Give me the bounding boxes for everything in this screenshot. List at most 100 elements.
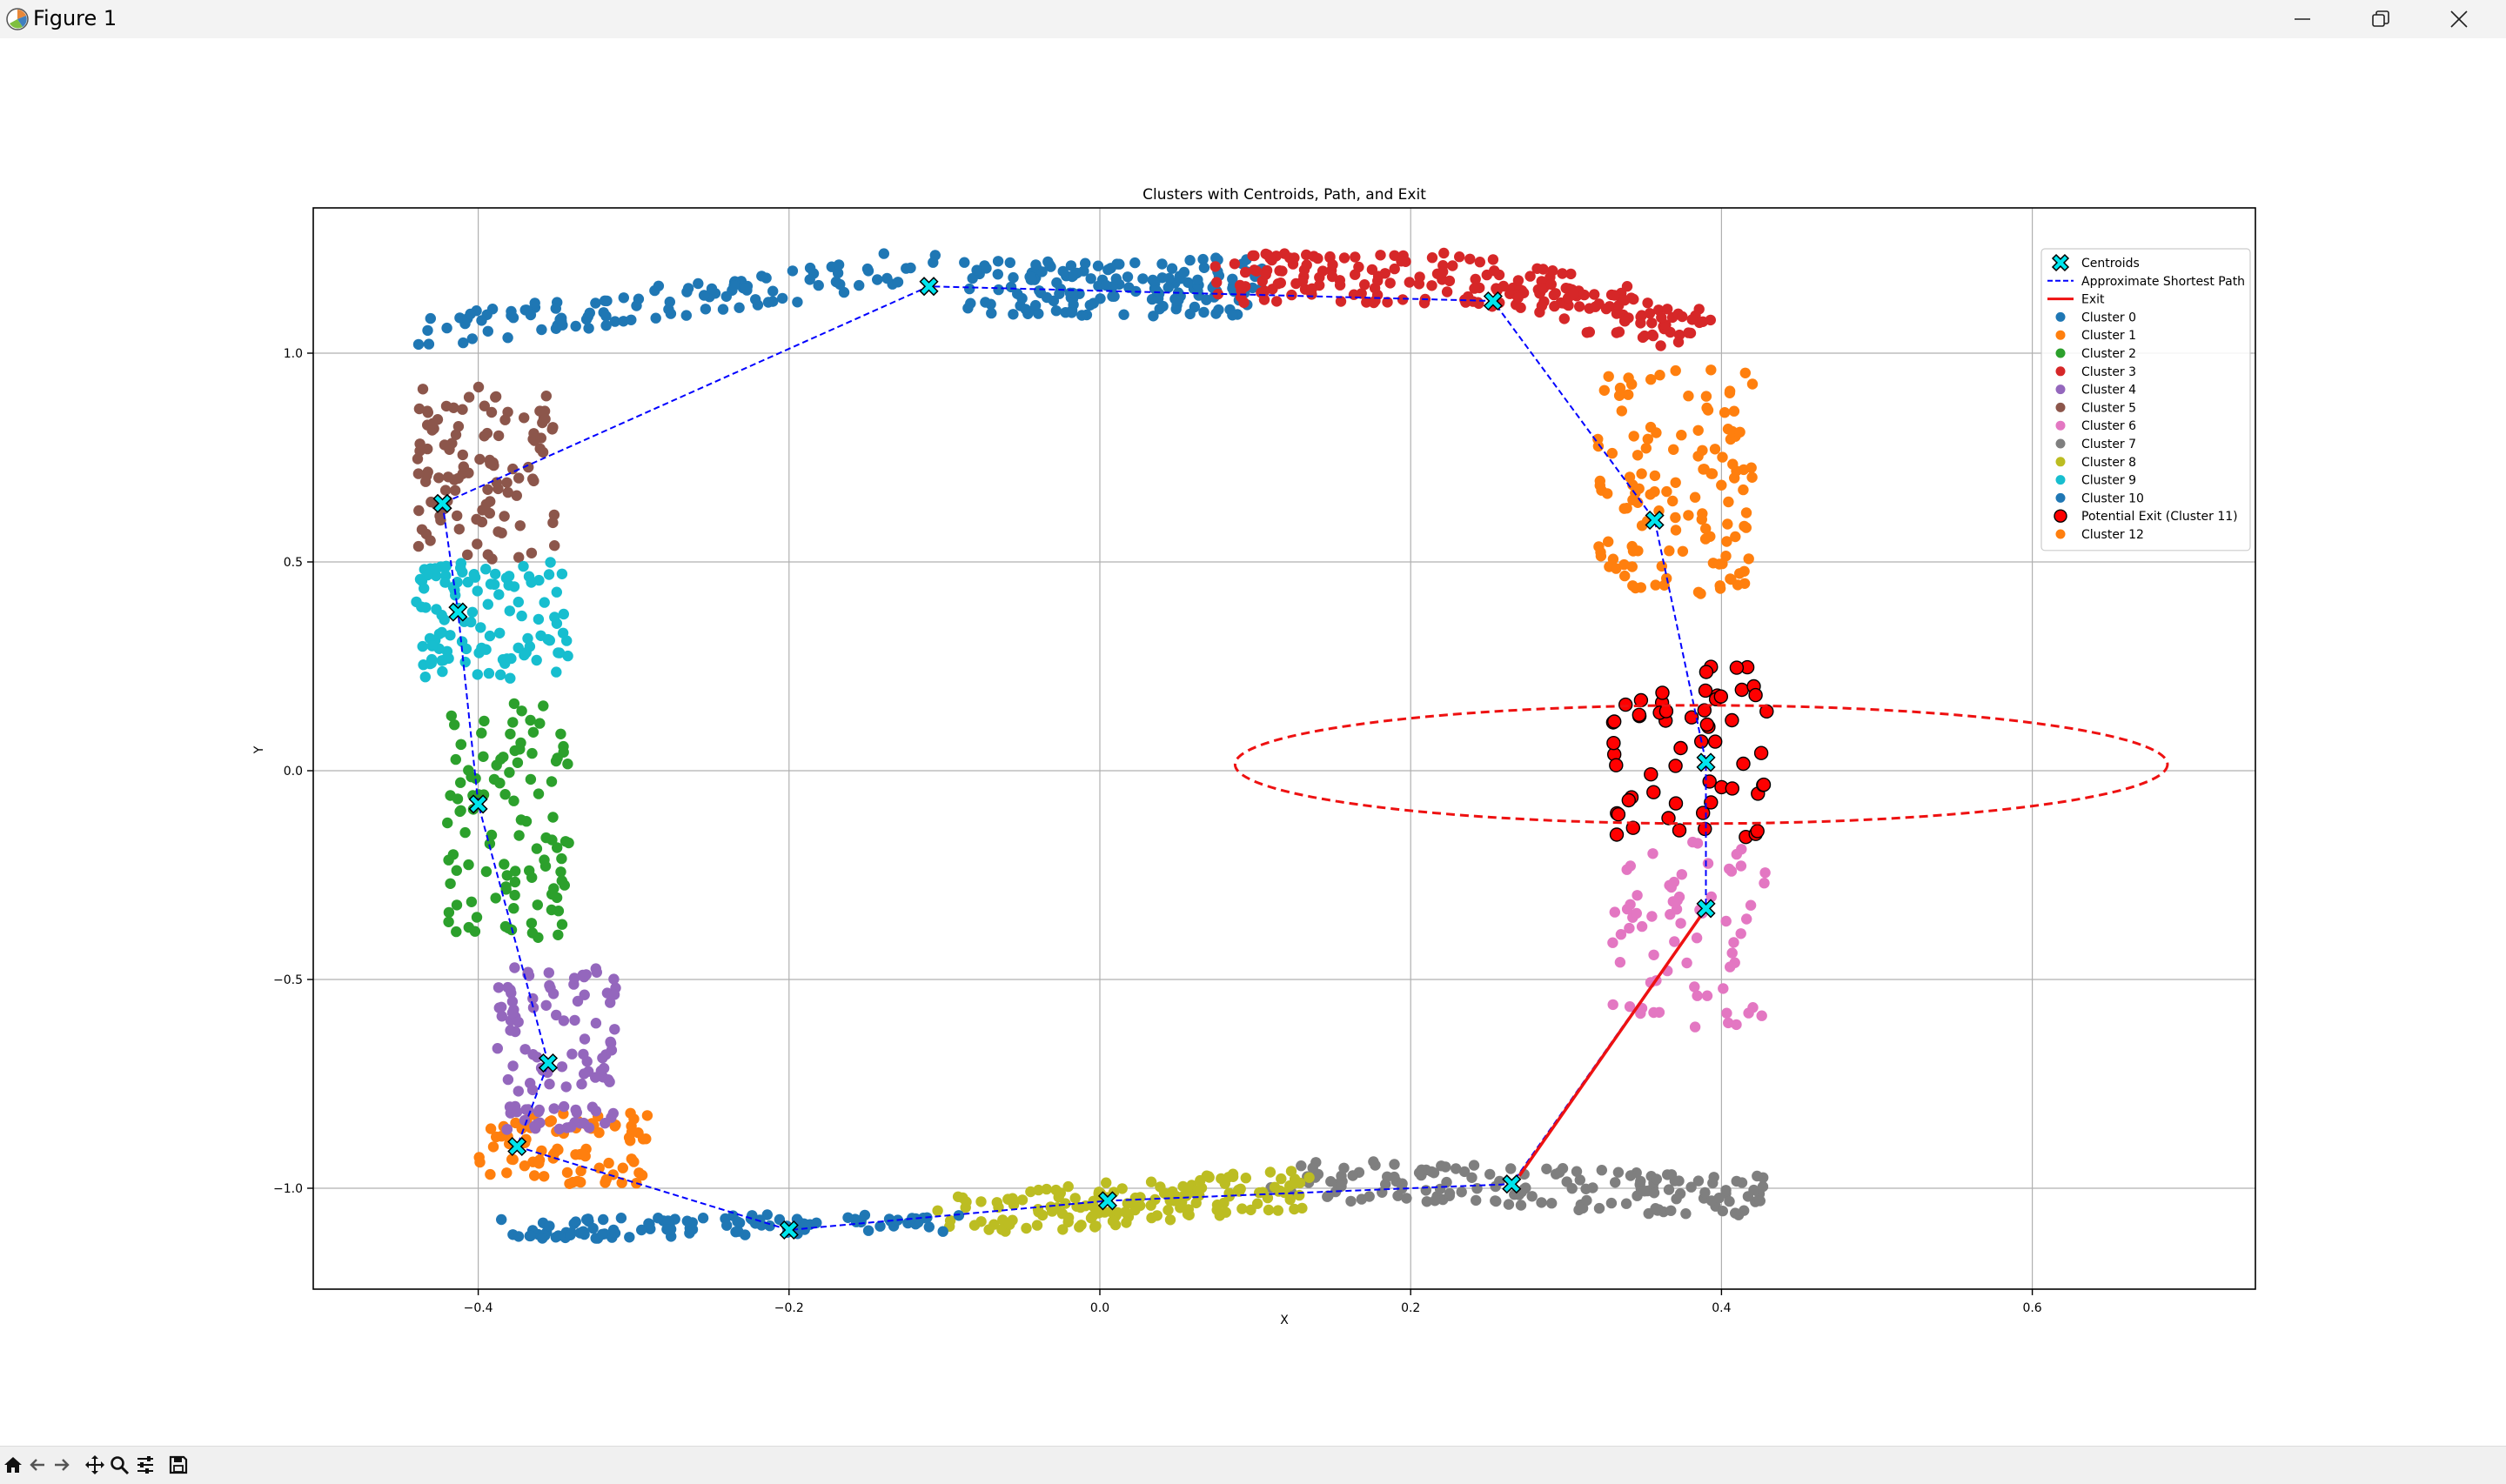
cluster-point — [442, 817, 453, 829]
pan-button[interactable] — [84, 1454, 106, 1476]
cluster-point — [1240, 266, 1251, 278]
cluster-point — [466, 616, 477, 628]
cluster-point — [469, 572, 481, 583]
cluster-point — [492, 982, 505, 993]
cluster-point — [443, 906, 455, 919]
cluster-point — [505, 1025, 516, 1036]
cluster-point — [993, 1201, 1004, 1213]
cluster-point — [1699, 717, 1715, 732]
cluster-point — [568, 973, 580, 984]
cluster-point — [492, 430, 505, 442]
cluster-point — [1746, 378, 1759, 390]
cluster-point — [1389, 263, 1400, 275]
cluster-point — [1515, 1200, 1527, 1211]
cluster-point — [1536, 1197, 1547, 1208]
cluster-point — [1512, 292, 1524, 304]
cluster-point — [1699, 1187, 1711, 1199]
legend-label: Potential Exit (Cluster 11) — [2081, 510, 2238, 524]
cluster-point — [431, 604, 442, 615]
cluster-point — [1624, 1001, 1636, 1013]
legend-label: Cluster 10 — [2081, 491, 2144, 505]
cluster-point — [1240, 1173, 1252, 1184]
cluster-point — [1631, 907, 1643, 919]
cluster-point — [1325, 1176, 1337, 1187]
cluster-point — [593, 1126, 605, 1139]
cluster-point — [1598, 384, 1611, 396]
cluster-point — [558, 608, 569, 620]
cluster-point — [416, 524, 428, 535]
cluster-point — [1632, 890, 1643, 901]
forward-button[interactable] — [50, 1454, 73, 1476]
cluster-point — [1738, 484, 1749, 496]
cluster-point — [526, 918, 538, 929]
cluster-point — [1219, 1178, 1231, 1189]
cluster-point — [472, 669, 483, 680]
cluster-point — [1546, 1198, 1558, 1209]
close-icon — [2450, 10, 2468, 28]
cluster-point — [550, 755, 562, 767]
cluster-point — [1042, 256, 1054, 268]
cluster-point — [493, 589, 505, 600]
legend-label: Cluster 1 — [2081, 329, 2136, 343]
cluster-point — [1623, 372, 1634, 384]
cluster-point — [1444, 275, 1456, 287]
cluster-point — [777, 292, 788, 304]
cluster-point — [1725, 573, 1737, 585]
cluster-point — [1444, 1187, 1456, 1200]
cluster-point — [557, 319, 568, 331]
close-button[interactable] — [2421, 0, 2497, 38]
scatter-chart[interactable]: −0.4 −0.2 0.0 0.2 0.4 0.6 −1.0 −0.5 0.0 0.5 1.0 Cl… — [0, 38, 2506, 1446]
cluster-point — [544, 1220, 555, 1232]
cluster-point — [1754, 1195, 1766, 1207]
cluster-point — [453, 524, 465, 535]
cluster-point — [584, 307, 595, 318]
cluster-point — [1397, 294, 1409, 305]
back-button[interactable] — [26, 1454, 49, 1476]
cluster-point — [928, 257, 939, 268]
cluster-point — [986, 307, 997, 319]
y-axis-label: Y — [252, 745, 266, 754]
cluster-point — [1615, 929, 1627, 940]
restore-button[interactable] — [2342, 0, 2419, 38]
cluster-point — [505, 984, 516, 996]
cluster-point — [519, 412, 530, 424]
cluster-point — [1731, 1019, 1742, 1031]
cluster-point — [440, 560, 452, 572]
axis-ticks: −0.4 −0.2 0.0 0.2 0.4 0.6 −1.0 −0.5 0.0 0.5 1.0 — [273, 347, 2042, 1315]
forward-icon — [55, 1459, 70, 1471]
cluster-point — [1689, 491, 1701, 503]
cluster-point — [640, 1133, 652, 1145]
minimize-button[interactable] — [2264, 0, 2341, 38]
cluster-point — [508, 795, 519, 806]
cluster-point — [1697, 445, 1708, 456]
cluster-point — [451, 899, 463, 911]
cluster-point — [569, 1014, 580, 1026]
cluster-point — [609, 1024, 620, 1035]
cluster-point — [1720, 915, 1732, 927]
home-button[interactable] — [2, 1454, 24, 1476]
cluster-point — [479, 715, 490, 727]
cluster-point — [1389, 1159, 1400, 1170]
cluster-point — [1609, 827, 1625, 842]
cluster-point — [1558, 313, 1571, 324]
cluster-point — [617, 1162, 628, 1173]
legend-cluster-icon — [2055, 330, 2066, 340]
cluster-point — [576, 1079, 587, 1090]
cluster-point — [1464, 253, 1476, 264]
cluster-point — [1547, 265, 1558, 277]
cluster-point — [496, 1213, 507, 1226]
cluster-point — [1713, 1193, 1725, 1204]
cluster-point — [558, 1100, 570, 1113]
configure-subplots-button[interactable] — [134, 1454, 157, 1476]
save-button[interactable] — [167, 1454, 190, 1476]
cluster-point — [1156, 258, 1168, 270]
matplotlib-app-icon — [5, 7, 30, 31]
cluster-point — [546, 776, 558, 787]
cluster-point — [1551, 1168, 1562, 1180]
cluster-point — [1654, 370, 1665, 381]
cluster-point — [733, 1226, 744, 1237]
cluster-point — [513, 472, 525, 484]
zoom-button[interactable] — [108, 1454, 131, 1476]
cluster-point — [1163, 1204, 1174, 1216]
cluster-point — [1184, 308, 1196, 320]
